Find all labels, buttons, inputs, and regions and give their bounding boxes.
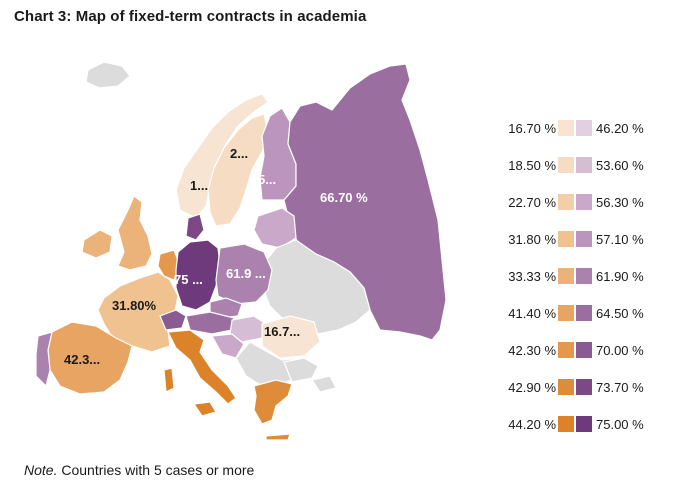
legend-swatch-right bbox=[576, 194, 592, 210]
legend-value-right: 46.20 % bbox=[596, 121, 644, 136]
legend-value-left: 16.70 % bbox=[508, 121, 556, 136]
country-bulgaria bbox=[283, 357, 319, 383]
legend-value-right: 73.70 % bbox=[596, 380, 644, 395]
label-france: 31.80% bbox=[112, 298, 157, 313]
legend-swatch-left bbox=[558, 268, 574, 284]
legend-swatch-right bbox=[576, 120, 592, 136]
legend-swatch-right bbox=[576, 231, 592, 247]
country-crete bbox=[265, 433, 291, 441]
legend-value-right: 64.50 % bbox=[596, 306, 644, 321]
legend-swatch-left bbox=[558, 194, 574, 210]
chart-title: Chart 3: Map of fixed-term contracts in … bbox=[14, 8, 367, 25]
label-romania: 16.7... bbox=[264, 324, 300, 339]
legend-value-left: 31.80 % bbox=[508, 232, 556, 247]
legend-row: 42.90 % 73.70 % bbox=[490, 377, 690, 399]
legend-swatch-left bbox=[558, 231, 574, 247]
label-norway: 1... bbox=[190, 178, 208, 193]
country-portugal bbox=[35, 331, 53, 388]
legend-value-right: 53.60 % bbox=[596, 158, 644, 173]
legend-swatch-right bbox=[576, 157, 592, 173]
legend-value-right: 61.90 % bbox=[596, 269, 644, 284]
label-spain: 42.3... bbox=[64, 352, 100, 367]
legend-row: 22.70 % 56.30 % bbox=[490, 192, 690, 214]
legend-value-left: 33.33 % bbox=[508, 269, 556, 284]
legend-value-right: 56.30 % bbox=[596, 195, 644, 210]
country-no-data-east bbox=[261, 239, 371, 335]
legend-value-left: 22.70 % bbox=[508, 195, 556, 210]
label-germany: 75 ... bbox=[174, 272, 203, 287]
country-benelux bbox=[157, 249, 181, 281]
country-denmark bbox=[185, 213, 205, 241]
legend-row: 42.30 % 70.00 % bbox=[490, 340, 690, 362]
country-ireland bbox=[81, 229, 113, 259]
legend-swatch-right bbox=[576, 416, 592, 432]
footnote: Note. Countries with 5 cases or more bbox=[24, 462, 254, 478]
country-switzerland bbox=[159, 309, 187, 331]
footnote-text: Countries with 5 cases or more bbox=[57, 462, 255, 478]
country-sardinia bbox=[163, 367, 175, 393]
country-greece bbox=[253, 379, 293, 425]
legend-swatch-left bbox=[558, 379, 574, 395]
legend-swatch-left bbox=[558, 120, 574, 136]
legend-row: 16.70 % 46.20 % bbox=[490, 118, 690, 140]
legend-value-right: 70.00 % bbox=[596, 343, 644, 358]
legend-value-left: 41.40 % bbox=[508, 306, 556, 321]
legend-value-left: 42.30 % bbox=[508, 343, 556, 358]
country-germany bbox=[175, 239, 221, 311]
legend-row: 41.40 % 64.50 % bbox=[490, 303, 690, 325]
country-iceland bbox=[85, 61, 131, 89]
legend-row: 44.20 % 75.00 % bbox=[490, 414, 690, 436]
country-no-data-turkey bbox=[311, 375, 337, 393]
label-russia: 66.70 % bbox=[320, 190, 368, 205]
label-sweden: 2... bbox=[230, 146, 248, 161]
legend-value-left: 44.20 % bbox=[508, 417, 556, 432]
country-croatia bbox=[211, 333, 245, 359]
europe-map: 66.70 % 31.80% 42.3... 75 ... 61.9 ... 1… bbox=[0, 40, 470, 450]
country-poland bbox=[215, 243, 273, 305]
country-uk bbox=[117, 195, 153, 271]
legend-swatch-right bbox=[576, 379, 592, 395]
legend-swatch-left bbox=[558, 157, 574, 173]
country-romania bbox=[261, 315, 321, 359]
legend-value-left: 18.50 % bbox=[508, 158, 556, 173]
legend-swatch-right bbox=[576, 268, 592, 284]
legend-swatch-right bbox=[576, 305, 592, 321]
legend-swatch-right bbox=[576, 342, 592, 358]
label-poland: 61.9 ... bbox=[226, 266, 266, 281]
country-sicily bbox=[192, 401, 217, 417]
legend-swatch-left bbox=[558, 342, 574, 358]
legend-row: 33.33 % 61.90 % bbox=[490, 266, 690, 288]
legend-row: 18.50 % 53.60 % bbox=[490, 155, 690, 177]
legend-swatch-left bbox=[558, 305, 574, 321]
label-finland: 5... bbox=[258, 172, 276, 187]
legend-value-right: 57.10 % bbox=[596, 232, 644, 247]
legend-value-right: 75.00 % bbox=[596, 417, 644, 432]
footnote-prefix: Note. bbox=[24, 462, 58, 478]
legend-value-left: 42.90 % bbox=[508, 380, 556, 395]
legend-swatch-left bbox=[558, 416, 574, 432]
country-italy bbox=[167, 329, 237, 405]
legend-row: 31.80 % 57.10 % bbox=[490, 229, 690, 251]
